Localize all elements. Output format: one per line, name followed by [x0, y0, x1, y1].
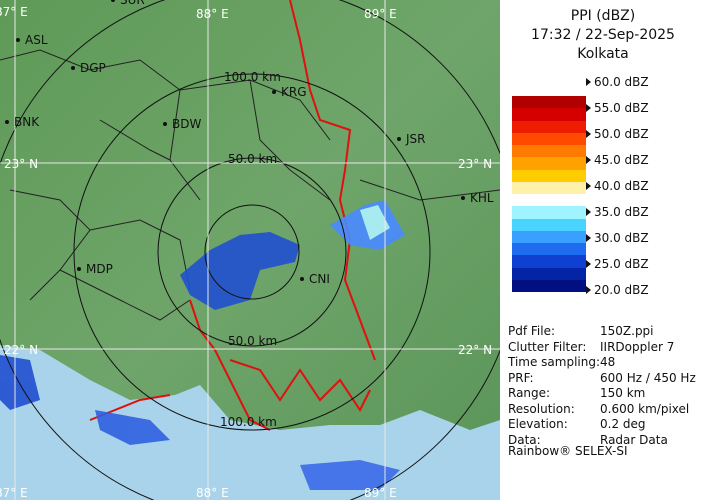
scale-swatch [512, 206, 586, 219]
info-key: Elevation: [508, 417, 568, 431]
product-title: PPI (dBZ) [570, 8, 636, 24]
info-value: 0.600 km/pixel [600, 401, 690, 416]
scale-swatch [512, 230, 586, 244]
city-dot [300, 277, 304, 281]
longitude-label: 89° E [364, 7, 397, 21]
city-dot [5, 120, 9, 124]
longitude-label: 89° E [364, 486, 397, 500]
graticule [0, 0, 500, 500]
scale-label: 60.0 dBZ [586, 75, 649, 89]
legend-panel: PPI (dBZ) 17:32 / 22-Sep-2025 Kolkata 60… [500, 0, 706, 500]
city-dot [111, 0, 115, 2]
scale-swatch [512, 145, 586, 158]
scale-swatch [512, 169, 586, 182]
sea [0, 345, 500, 500]
info-key: Clutter Filter: [508, 339, 587, 354]
scale-label: 45.0 dBZ [586, 153, 649, 167]
latitude-label: 22° N [458, 343, 492, 357]
info-row: Data: Radar Data [508, 432, 668, 447]
info-row: PRF: 600 Hz / 450 Hz [508, 370, 696, 385]
latitude-label: 23° N [458, 157, 492, 171]
scale-swatch [512, 255, 586, 268]
scale-label: 30.0 dBZ [586, 231, 649, 245]
city-dot [272, 90, 276, 94]
scale-swatch [512, 132, 586, 146]
city-label: BNK [14, 115, 40, 129]
city-dot [16, 38, 20, 42]
city-dot [163, 122, 167, 126]
info-key: PRF: [508, 370, 534, 385]
scale-label: 20.0 dBZ [586, 283, 649, 297]
longitude-label: 88° E [196, 486, 229, 500]
longitude-label: 87° E [0, 486, 28, 500]
scale-label: 55.0 dBZ [586, 101, 649, 115]
city-label: ASL [25, 33, 48, 47]
scale-swatch [512, 267, 586, 280]
info-key: Data: [508, 432, 541, 447]
range-label: 50.0 km [228, 334, 277, 348]
scale-label: 50.0 dBZ [586, 127, 649, 141]
info-value: IIRDoppler 7 [600, 339, 675, 354]
site-name: Kolkata [577, 46, 629, 62]
scale-swatch [512, 96, 586, 109]
info-row: Range: 150 km [508, 386, 645, 400]
city-dot [461, 196, 465, 200]
scale-swatch [512, 181, 586, 195]
city-label: DGP [80, 61, 106, 75]
latitude-label: 23° N [4, 157, 38, 171]
city-label: CNI [309, 272, 330, 286]
city-dot [71, 66, 75, 70]
scale-swatch [512, 243, 586, 256]
info-key: Resolution: [508, 401, 575, 416]
city-label: KRG [281, 85, 307, 99]
range-label: 100.0 km [220, 415, 277, 429]
city-label: BDW [172, 117, 201, 131]
range-label: 50.0 km [228, 152, 277, 166]
district-borders [0, 49, 500, 321]
info-value: Radar Data [600, 432, 668, 447]
scale-swatch [512, 218, 586, 231]
city-dot [397, 137, 401, 141]
scale-label: 40.0 dBZ [586, 179, 649, 193]
scale-swatch [512, 157, 586, 170]
info-row: Pdf File: 150Z.ppi [508, 324, 654, 338]
info-value: 150Z.ppi [600, 324, 654, 338]
city-label: SUR [120, 0, 145, 7]
city-label: MDP [86, 262, 113, 276]
info-row: Time sampling:48 [508, 355, 615, 369]
city-dot [77, 267, 81, 271]
scale-swatch [512, 108, 586, 121]
info-key: Time sampling:48 [508, 355, 616, 369]
time-stamp: 17:32 / 22-Sep-2025 [531, 27, 675, 43]
longitude-label: 87° E [0, 5, 28, 19]
scale-label: 25.0 dBZ [586, 257, 649, 271]
info-value: 600 Hz / 450 Hz [600, 370, 696, 385]
info-key: Pdf File: [508, 324, 556, 338]
footer: Rainbow® SELEX-SI [508, 444, 628, 458]
city-label: KHL [470, 191, 494, 205]
scale-label: 35.0 dBZ [586, 205, 649, 219]
scale-swatch [512, 120, 586, 133]
range-label: 100.0 km [224, 70, 281, 84]
range-rings [0, 0, 500, 500]
info-value: 150 km [600, 386, 646, 400]
info-row: Clutter Filter: IIRDoppler 7 [508, 339, 674, 354]
city-label: JSR [405, 132, 426, 146]
info-key: Range: [508, 386, 551, 400]
info-value: 0.2 deg [600, 417, 646, 431]
scale-swatch [512, 279, 586, 293]
longitude-label: 88° E [196, 7, 229, 21]
info-row: Elevation: 0.2 deg [508, 417, 646, 431]
scale-swatch [512, 194, 586, 207]
radar-map: 87° E 88° E 89° E 87° E 88° E 89° E 23° N 22° N… [0, 0, 500, 500]
latitude-label: 22° N [4, 343, 38, 357]
info-row: Resolution: 0.600 km/pixel [508, 401, 689, 416]
radar-echoes [0, 200, 405, 490]
